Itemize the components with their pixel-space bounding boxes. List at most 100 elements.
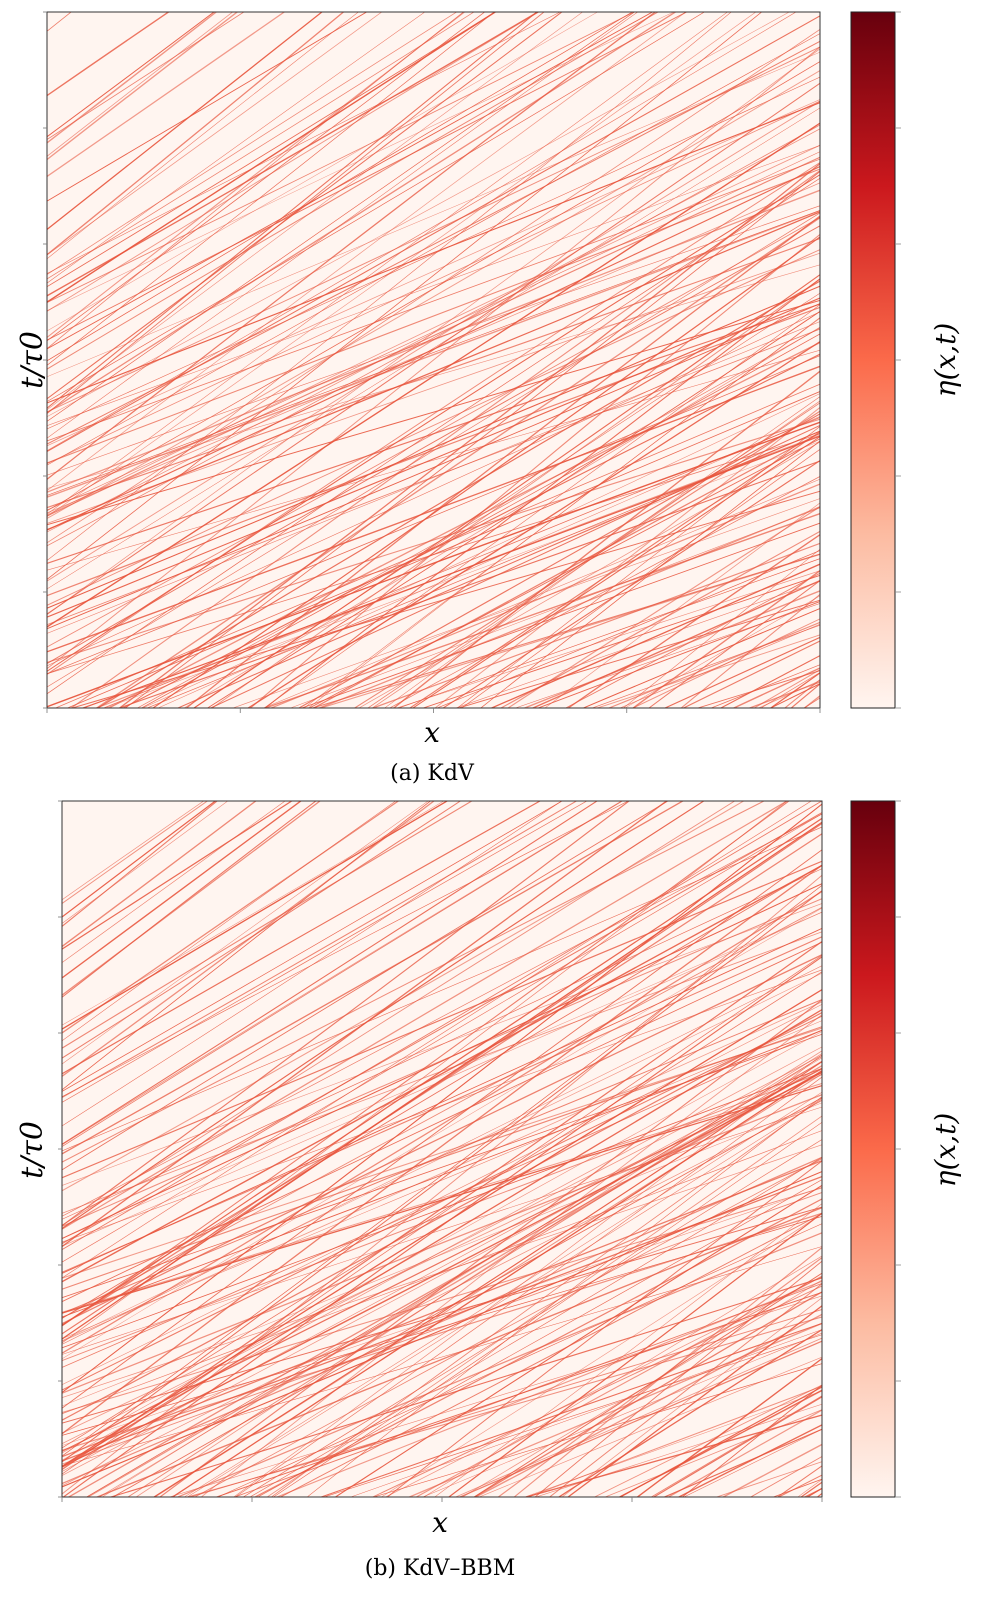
colorbar-label-a: η(x,t) [929,323,962,398]
wave-trajectory [681,1384,822,1497]
wave-trajectory [567,533,820,708]
wave-trajectory [140,333,820,708]
wave-trajectory [47,151,820,511]
wave-trajectory [434,1203,822,1497]
wave-trajectory [47,144,820,516]
wave-trajectory [312,432,820,708]
wave-trajectory [47,12,790,418]
wave-trajectory [567,1305,822,1497]
wave-trajectory [47,12,688,341]
wave-trajectory [47,12,426,284]
wave-trajectory [47,128,820,533]
wave-trajectory [62,801,303,980]
wave-trajectory [47,12,234,157]
wave-trajectory [317,506,820,708]
wave-trajectory [47,12,705,402]
wave-trajectory [47,299,820,526]
wave-trajectory [62,1160,822,1458]
wave-trajectory [652,1396,822,1497]
wave-trajectory [47,12,540,297]
wave-trajectory [397,558,820,708]
chart-panel-b: t/τ0 x η(x,t) (b) KdV–BBM [0,790,983,1597]
wave-trajectory [105,441,820,708]
wave-trajectory [86,1064,822,1497]
wave-trajectory [62,931,822,1214]
wave-trajectory [264,278,820,708]
wave-trajectory [371,542,820,708]
y-axis-label-b: t/τ0 [15,1121,50,1179]
wave-trajectory [62,1212,822,1451]
wave-trajectory [47,12,458,275]
wave-trajectory [47,189,820,493]
y-axis-label-a: t/τ0 [15,331,50,389]
wave-trajectory [392,370,820,708]
wave-trajectory [650,1395,822,1497]
wave-trajectory [582,607,820,708]
wave-trajectory [257,1179,822,1497]
wave-trajectory [967,0,983,728]
wave-trajectory [458,1340,822,1497]
wave-trajectory [171,1069,822,1497]
wave-trajectory [146,430,820,708]
wave-trajectory [310,553,820,708]
wave-trajectory [514,603,820,708]
wave-trajectory [47,12,636,304]
wave-trajectory [47,70,820,520]
wave-trajectory [273,1121,822,1497]
wave-trajectory [593,1384,822,1497]
wave-trajectory [631,569,820,708]
wave-trajectory [217,1223,822,1497]
wave-trajectory [62,801,209,905]
wave-trajectory [234,1076,822,1497]
wave-trajectory [47,28,820,544]
wave-trajectory [47,12,687,492]
wave-trajectory [47,12,728,515]
wave-trajectory [62,1020,822,1340]
wave-trajectory [62,1192,822,1465]
wave-trajectory [62,801,599,1145]
wave-trajectory [62,801,397,1042]
wave-trajectory [266,1115,822,1497]
wave-trajectory [618,1389,822,1497]
wave-trajectory [62,1015,822,1391]
wave-trajectory [62,801,322,996]
wave-trajectory [176,1232,822,1497]
wave-trajectory [62,801,624,1147]
wave-trajectory [47,252,820,524]
wave-trajectory [157,416,820,708]
wave-trajectory [534,1260,822,1497]
wave-trajectory [62,801,400,1033]
wave-trajectory [62,801,822,1251]
wave-trajectory [306,1096,822,1497]
wave-trajectory [47,211,820,531]
wave-trajectory [62,801,631,1227]
wave-trajectory [185,1316,822,1497]
wave-trajectory [185,215,820,708]
wave-trajectory [622,548,820,708]
wave-trajectory [47,124,820,547]
wave-trajectory [211,278,820,708]
wave-trajectory [62,941,822,1303]
wave-trajectory [62,1033,822,1299]
wave-trajectory [62,801,788,1344]
wave-trajectory [62,1144,822,1398]
wave-trajectory [454,1337,822,1497]
wave-trajectory [62,864,822,1283]
wave-trajectory [47,12,659,370]
wave-trajectory [194,1158,822,1497]
wave-trajectory [636,1357,822,1497]
wave-trajectory [47,76,820,430]
wave-trajectory [249,233,820,708]
wave-trajectory [648,580,820,708]
wave-trajectory [47,46,820,670]
wave-trajectory [395,570,820,708]
wave-trajectory [62,940,822,1471]
colorbar-ticks-a [895,11,901,709]
wave-trajectory [557,1328,822,1497]
wave-trajectory [47,12,345,256]
wave-trajectory [47,161,820,675]
kdv-bbm-chart: t/τ0 x η(x,t) (b) KdV–BBM [15,800,962,1581]
wave-trajectory [307,317,820,708]
wave-trajectory [371,400,820,708]
wave-trajectory [159,999,822,1497]
